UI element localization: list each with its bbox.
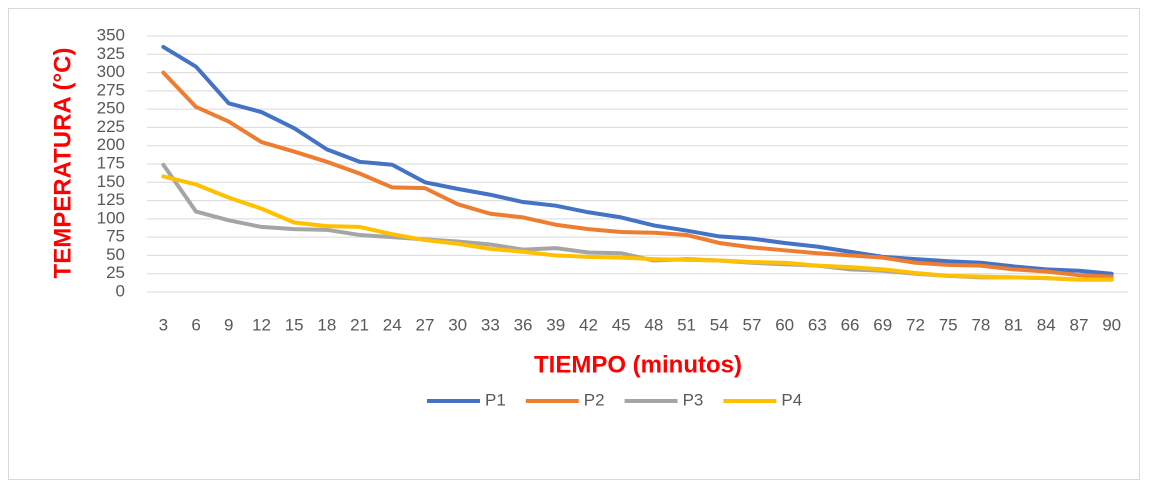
y-tick-label: 125 [97, 190, 125, 209]
x-tick-label: 54 [710, 315, 729, 334]
y-tick-label: 75 [106, 227, 125, 246]
x-tick-label: 12 [252, 315, 271, 334]
x-axis-title: TIEMPO (minutos) [534, 351, 742, 378]
x-tick-label: 81 [1004, 315, 1023, 334]
legend-label: P3 [683, 390, 704, 409]
y-tick-label: 175 [97, 153, 125, 172]
x-tick-label: 87 [1069, 315, 1088, 334]
y-tick-label: 300 [97, 62, 125, 81]
x-tick-label: 24 [383, 315, 402, 334]
x-tick-label: 42 [579, 315, 598, 334]
x-tick-label: 27 [415, 315, 434, 334]
series-line [161, 44, 1114, 276]
x-tick-label: 21 [350, 315, 369, 334]
x-tick-label: 69 [873, 315, 892, 334]
x-tick-label: 30 [448, 315, 467, 334]
y-tick-label: 325 [97, 44, 125, 63]
x-tick-label: 39 [546, 315, 565, 334]
y-tick-label: 150 [97, 172, 125, 191]
x-tick-label: 36 [514, 315, 533, 334]
x-tick-label: 57 [742, 315, 761, 334]
x-tick-label: 33 [481, 315, 500, 334]
y-tick-label: 50 [106, 245, 125, 264]
x-tick-label: 72 [906, 315, 925, 334]
x-tick-label: 78 [971, 315, 990, 334]
x-tick-label: 18 [317, 315, 336, 334]
x-tick-label: 75 [939, 315, 958, 334]
x-tick-label: 3 [159, 315, 168, 334]
y-tick-label: 275 [97, 80, 125, 99]
y-tick-label: 0 [116, 281, 125, 300]
y-axis-title: TEMPERATURA (°C) [49, 48, 76, 279]
series-line [161, 70, 1114, 279]
y-tick-label: 200 [97, 135, 125, 154]
y-tick-label: 25 [106, 263, 125, 282]
x-tick-label: 48 [644, 315, 663, 334]
legend-label: P1 [485, 390, 506, 409]
x-tick-label: 6 [191, 315, 200, 334]
x-tick-label: 45 [612, 315, 631, 334]
chart-border [8, 8, 1140, 480]
y-tick-label: 350 [97, 25, 125, 44]
x-tick-label: 84 [1037, 315, 1056, 334]
y-tick-label: 100 [97, 208, 125, 227]
x-tick-label: 63 [808, 315, 827, 334]
x-tick-label: 15 [285, 315, 304, 334]
series-line [161, 174, 1114, 282]
x-tick-label: 90 [1102, 315, 1121, 334]
legend-label: P2 [584, 390, 605, 409]
x-tick-label: 60 [775, 315, 794, 334]
y-tick-label: 250 [97, 99, 125, 118]
x-tick-label: 51 [677, 315, 696, 334]
x-tick-label: 66 [841, 315, 860, 334]
x-tick-label: 9 [224, 315, 233, 334]
legend-label: P4 [781, 390, 802, 409]
y-tick-label: 225 [97, 117, 125, 136]
